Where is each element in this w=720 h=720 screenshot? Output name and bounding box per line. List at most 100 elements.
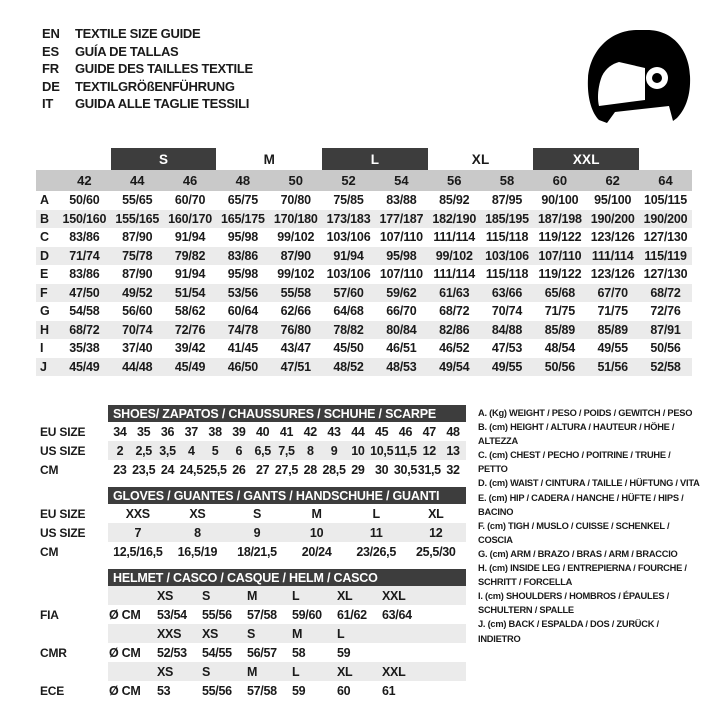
gloves-us-size-0: 7 <box>134 525 142 540</box>
size-number-56: 56 <box>446 173 462 188</box>
gloves-cm-3: 20/24 <box>301 544 332 559</box>
helmet-ece-value-1: 55/56 <box>202 683 232 698</box>
helmet-ece-size-3: L <box>292 664 300 679</box>
helmet-ece-unit: Ø CM <box>109 683 141 698</box>
cell-a-48: 65/75 <box>227 193 259 208</box>
shoes-label-us-size: US SIZE <box>40 443 86 458</box>
cell-g-64: 72/76 <box>650 304 681 319</box>
helmet-fia-size-3: L <box>292 588 300 603</box>
table-row: I 35/38 37/40 39/42 41/45 43/47 45/50 46/51 46/5… <box>36 339 692 358</box>
shoes-eu-size-1: 35 <box>137 424 151 439</box>
band-spacer <box>36 148 58 170</box>
cell-j-54: 48/53 <box>386 359 417 374</box>
cell-b-62: 190/200 <box>590 211 635 226</box>
helmet-cmr-size-1: XS <box>202 626 219 641</box>
title-row: DE TEXTILGRÖßENFÜHRUNG <box>42 79 253 97</box>
shoes-cm-8: 28 <box>303 462 318 477</box>
title-block: EN TEXTILE SIZE GUIDE ES GUÍA DE TALLAS FR GU… <box>42 26 253 114</box>
size-band-m: M <box>263 151 276 167</box>
helmet-ece-size-5: XXL <box>382 664 406 679</box>
helmet-label-spacer <box>40 662 67 681</box>
shoes-cm-1: 23,5 <box>132 462 156 477</box>
measurement-rows: A 50/60 55/65 60/70 65/75 70/80 75/85 83/88 85/9… <box>36 191 692 376</box>
cell-a-54: 83/88 <box>386 193 417 208</box>
table-row: C 83/86 87/90 91/94 95/98 99/102 103/106 107/11… <box>36 228 692 247</box>
title-text-fr: GUIDE DES TAILLES TEXTILE <box>75 61 253 76</box>
shoes-row: 34 35 36 37 38 39 40 41 42 43 44 45 46 47 48 <box>108 422 466 441</box>
gloves-rows: XXS XS S M L XL 7 8 9 10 11 12 12,5/16,5 16,5/19 18/21… <box>108 504 466 561</box>
cell-i-48: 41/45 <box>227 341 259 356</box>
cell-e-54: 107/110 <box>379 267 423 282</box>
size-number-50: 50 <box>288 173 303 188</box>
shoes-label-eu-size: EU SIZE <box>40 424 86 439</box>
helmet-fia-size-1: S <box>202 588 211 603</box>
helmet-fia-value-3: 59/60 <box>292 607 322 622</box>
shoes-cm-2: 24 <box>160 462 175 477</box>
size-number-row: 42 44 46 48 50 52 54 56 58 60 62 64 <box>36 170 692 191</box>
legend-item-1: B. (cm) HEIGHT / ALTURA / HAUTEUR / HÖHE… <box>478 422 675 447</box>
cell-d-44: 75/78 <box>122 248 153 263</box>
table-row: E 83/86 87/90 91/94 95/98 99/102 103/106 107/11… <box>36 265 692 284</box>
shoes-eu-size-13: 47 <box>422 424 437 439</box>
shoes-us-size-0: 2 <box>116 443 124 458</box>
cell-g-50: 62/66 <box>280 304 311 319</box>
gloves-row-labels: EU SIZE US SIZE CM <box>40 504 85 561</box>
shoes-eu-size-9: 43 <box>327 424 341 439</box>
shoes-us-size-11: 10,5 <box>370 443 394 458</box>
cell-e-46: 91/94 <box>174 267 206 282</box>
helmet-cmr-value-0: 52/53 <box>157 645 187 660</box>
cell-d-64: 115/119 <box>644 248 687 263</box>
size-number-62: 62 <box>605 173 620 188</box>
shoes-cm-12: 30,5 <box>393 462 418 477</box>
title-row: FR GUIDE DES TAILLES TEXTILE <box>42 61 253 79</box>
cell-a-46: 60/70 <box>174 193 206 208</box>
cell-a-52: 75/85 <box>333 193 364 208</box>
shoes-rows: 34 35 36 37 38 39 40 41 42 43 44 45 46 47 48 2 2,5 3,5 4 5 6… <box>108 422 466 479</box>
legend-item-2: C. (cm) CHEST / PECHO / POITRINE / TRUHE… <box>478 450 671 475</box>
helmet-cmr-size-5 <box>378 624 423 643</box>
helmet-standard-fia: FIA <box>40 607 59 622</box>
helmet-fia-value-1: 55/56 <box>202 607 232 622</box>
cell-g-58: 70/74 <box>491 304 523 319</box>
table-row: F 47/50 49/52 51/54 53/56 55/58 57/60 59/62 61/6… <box>36 283 692 302</box>
legend-item-0: A. (Kg) WEIGHT / PESO / POIDS / GEWITCH … <box>478 408 693 418</box>
cell-h-48: 74/78 <box>227 322 259 337</box>
size-band-xxl: XXL <box>533 148 640 170</box>
cell-g-56: 68/72 <box>439 304 470 319</box>
gloves-eu-size-2: S <box>252 506 261 521</box>
gloves-us-size-4: 11 <box>369 525 383 540</box>
row-label-h: H <box>40 322 50 337</box>
shoes-eu-size-7: 41 <box>279 424 294 439</box>
size-number-64: 64 <box>658 173 673 188</box>
cell-a-50: 70/80 <box>280 193 311 208</box>
cell-f-54: 59/62 <box>386 285 417 300</box>
cell-b-54: 177/187 <box>379 211 424 226</box>
helmet-standard-ece: ECE <box>40 683 65 698</box>
shoes-us-size-2: 3,5 <box>159 443 176 458</box>
cell-h-58: 84/88 <box>491 322 523 337</box>
size-number-52: 52 <box>341 173 356 188</box>
title-text-de: TEXTILGRÖßENFÜHRUNG <box>75 78 235 94</box>
cell-i-46: 39/42 <box>174 341 206 356</box>
size-number-46: 46 <box>182 173 198 188</box>
helmet-ece-size-4: XL <box>337 664 353 679</box>
helmet-rows: XS S M L XL XXL Ø CM 53/54 55/56 57/58 59/60 61/62 6… <box>108 586 466 700</box>
cell-i-60: 48/54 <box>544 341 575 356</box>
cell-f-42: 47/50 <box>69 285 100 300</box>
gloves-header: GLOVES / GUANTES / GANTS / HANDSCHUHE / … <box>108 487 466 504</box>
cell-f-64: 68/72 <box>650 285 681 300</box>
gloves-eu-size-5: XL <box>428 506 444 521</box>
main-size-table: S M L XL XXL 42 44 46 48 50 52 54 56 58 60 62 64 A 50/60… <box>36 148 692 376</box>
helmet-ece-value-4: 60 <box>337 683 351 698</box>
cell-g-52: 64/68 <box>333 304 364 319</box>
cell-i-50: 43/47 <box>280 341 311 356</box>
cell-g-48: 60/64 <box>227 304 259 319</box>
cell-i-64: 50/56 <box>650 341 681 356</box>
cell-j-42: 45/49 <box>69 359 100 374</box>
cell-d-60: 107/110 <box>538 248 582 263</box>
helmet-cmr-value-3: 58 <box>292 645 306 660</box>
gloves-label-cm: CM <box>40 544 59 559</box>
shoes-us-size-9: 9 <box>330 443 338 458</box>
helmet-cmr-size-4: L <box>337 626 345 641</box>
cell-a-62: 95/100 <box>594 193 632 208</box>
